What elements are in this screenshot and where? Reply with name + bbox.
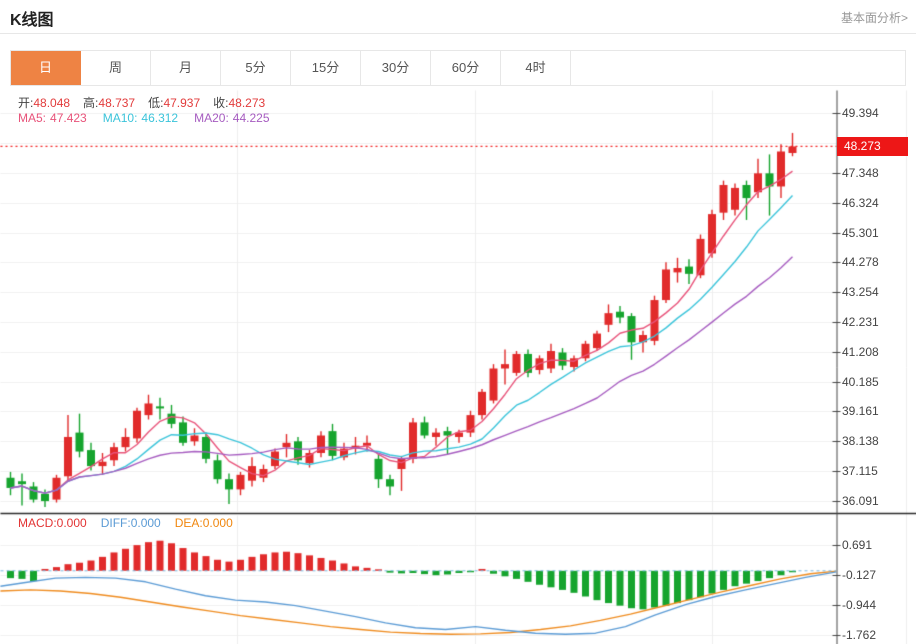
legend-value: 0.000 [56, 516, 87, 530]
legend-label: 低: [148, 96, 164, 110]
legend-label: 收: [213, 96, 229, 110]
ma-legend: MA5: 47.423 MA10: 46.312 MA20: 44.225 [18, 111, 286, 125]
price-tick-label: 44.278 [842, 255, 879, 270]
legend-label: DEA: [174, 516, 203, 530]
kline-chart-canvas[interactable] [0, 88, 916, 644]
legend-value: 48.273 [228, 96, 266, 110]
tab-5min[interactable]: 5分 [221, 51, 291, 85]
tab-day[interactable]: 日 [11, 51, 81, 85]
legend-value: 48.737 [98, 96, 136, 110]
price-tick-label: 45.301 [842, 225, 879, 240]
legend-value: 0.000 [130, 516, 161, 530]
price-tick-label: 42.231 [842, 314, 879, 329]
macd-tick-label: -0.127 [842, 567, 877, 582]
price-tick-label: 39.161 [842, 404, 879, 419]
macd-legend: MACD:0.000 DIFF:0.000 DEA:0.000 [18, 516, 247, 530]
legend-value: 47.423 [50, 111, 87, 125]
price-tick-label: 40.185 [842, 374, 879, 389]
price-tick-label: 49.394 [842, 106, 879, 121]
macd-tick-label: 0.691 [842, 537, 873, 552]
legend-label: MA5: [18, 111, 47, 125]
price-tick-label: 46.324 [842, 195, 879, 210]
legend-label: MA20: [194, 111, 229, 125]
ohlc-legend: 开:48.048 高:48.737 低:47.937 收:48.273 [18, 94, 278, 111]
price-tick-label: 38.138 [842, 434, 879, 449]
macd-tick-label: -0.944 [842, 597, 877, 612]
price-tick-label: 36.091 [842, 493, 879, 508]
legend-label: MA10: [102, 111, 138, 125]
price-tick-label: 37.115 [842, 463, 878, 478]
legend-value: 0.000 [202, 516, 233, 530]
current-price-badge: 48.273 [837, 137, 908, 156]
fundamental-analysis-link[interactable]: 基本面分析> [840, 11, 908, 25]
period-tabbar: 日周月 5分 15分 30分 60分 4时 [10, 50, 906, 86]
legend-label: DIFF: [100, 516, 131, 530]
price-tick-label: 41.208 [842, 344, 879, 359]
legend-label: 高: [83, 96, 99, 110]
tab-15min[interactable]: 15分 [291, 51, 361, 85]
tab-week[interactable]: 周 [81, 51, 151, 85]
page-title: K线图 [10, 12, 54, 29]
tab-60min[interactable]: 60分 [431, 51, 501, 85]
tab-30min[interactable]: 30分 [361, 51, 431, 85]
tab-month[interactable]: 月 [151, 51, 221, 85]
legend-value: 44.225 [232, 111, 270, 125]
price-tick-label: 43.254 [842, 285, 879, 300]
tab-4hour[interactable]: 4时 [501, 51, 571, 85]
legend-value: 47.937 [163, 96, 201, 110]
legend-value: 46.312 [141, 111, 179, 125]
legend-value: 48.048 [33, 96, 71, 110]
legend-label: 开: [18, 96, 34, 110]
macd-tick-label: -1.762 [842, 627, 877, 642]
price-tick-label: 47.348 [842, 165, 879, 180]
header-divider [0, 33, 916, 34]
legend-label: MACD: [18, 516, 57, 530]
